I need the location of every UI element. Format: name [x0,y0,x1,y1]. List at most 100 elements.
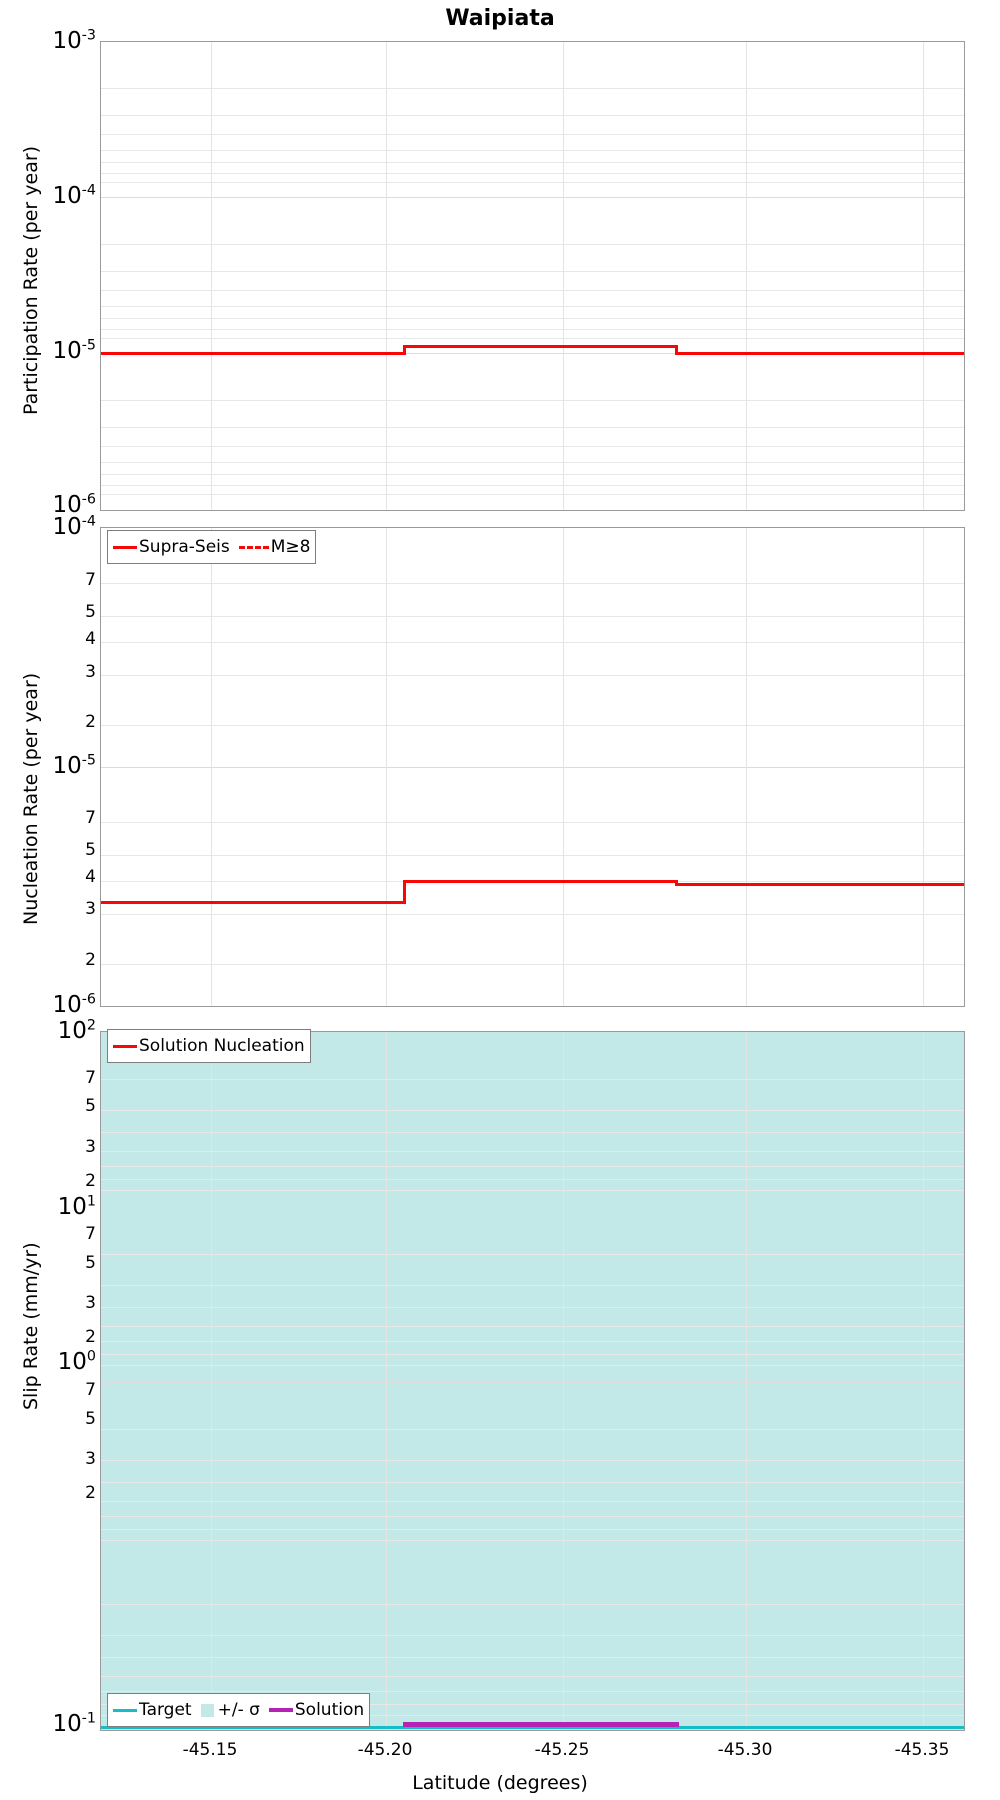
panel3-ytick-7a: 7 [85,1068,96,1088]
panel2-ytick-3b: 3 [85,899,96,919]
gridline [101,1079,964,1080]
panel2-legend: Solution Nucleation [107,1029,311,1063]
solid-line-icon [113,545,137,549]
gridline [101,642,964,643]
x-axis-label: Latitude (degrees) [412,1772,588,1794]
series-supra-seis-segment [675,352,964,355]
panel2-ytick-1e-4: 10-4 [52,513,97,540]
panel2-ytick-3a: 3 [85,662,96,682]
gridline [101,485,964,486]
panel2-ytick-4a: 4 [85,629,96,649]
gridline [101,400,964,401]
gridline-major [101,1207,964,1208]
legend-label: Solution Nucleation [139,1036,305,1056]
gridline [923,1032,924,1730]
panel2-ytick-1e-5: 10-5 [52,752,97,779]
panel3-ytick-1e-1: 10-1 [52,1710,97,1737]
gridline [101,494,964,495]
gridline [101,1657,964,1658]
gridline [101,427,964,428]
solid-line-icon [113,1708,137,1712]
series-solution-segment [403,1722,679,1727]
xtick-label: -45.20 [357,1740,413,1760]
gridline [101,338,964,339]
gridline [101,290,964,291]
gridline [923,528,924,1006]
series-supra-seis-riser [403,345,406,355]
panel3-ytick-1e0: 100 [57,1348,96,1375]
gridline [563,42,564,510]
figure-title: Waipiata [445,6,555,31]
panel3-ytick-2b: 2 [85,1327,96,1347]
gridline [746,1032,747,1730]
series-solution-nucleation-riser [403,880,406,904]
gridline [101,1604,964,1605]
gridline [101,1529,964,1530]
panel-nucleation-rate [100,527,965,1007]
panel3-ytick-2c: 2 [85,1483,96,1503]
xtick-label: -45.25 [534,1740,590,1760]
gridline [101,318,964,319]
legend-label: M≥8 [270,537,311,557]
gridline [101,306,964,307]
gridline [101,150,964,151]
panel-participation-rate [100,41,965,511]
series-target-segment [101,1726,964,1729]
gridline [101,1691,964,1692]
gridline [101,329,964,330]
gridline-major [101,353,964,354]
legend-label: +/- σ [217,1700,260,1720]
gridline-major [101,767,964,768]
xtick-label: -45.35 [894,1740,950,1760]
band-patch-icon [200,1703,214,1717]
panel2-ytick-7b: 7 [85,808,96,828]
series-supra-seis-segment [101,352,405,355]
gridline [101,1254,964,1255]
panel3-ytick-5a: 5 [85,1096,96,1116]
gridline [101,914,964,915]
series-solution-nucleation-riser [675,880,678,885]
legend-label: Solution [294,1700,365,1720]
gridline [101,1166,964,1167]
panel1-ytick-1e-3: 10-3 [52,27,97,54]
gridline [211,42,212,510]
panel2-ytick-5b: 5 [85,840,96,860]
gridline [101,822,964,823]
gridline [101,1190,964,1191]
panel2-ytick-1e-6: 10-6 [52,991,97,1018]
series-supra-seis-riser [675,345,678,355]
panel3-ytick-2a: 2 [85,1171,96,1191]
gridline [101,462,964,463]
gridline [563,1032,564,1730]
gridline-major [101,1382,964,1383]
panel2-ytick-2b: 2 [85,950,96,970]
gridline [101,134,964,135]
panel3-ytick-3b: 3 [85,1293,96,1313]
series-solution-nucleation-segment [403,880,677,883]
solid-line-icon [113,1044,137,1048]
gridline [563,528,564,1006]
gridline [923,42,924,510]
gridline [101,1482,964,1483]
panel3-ytick-7b: 7 [85,1224,96,1244]
gridline-major [101,1557,964,1558]
gridline [211,1032,212,1730]
gridline [101,616,964,617]
panel3-ytick-3c: 3 [85,1449,96,1469]
gridline [101,1151,964,1152]
panel3-ytick-3a: 3 [85,1137,96,1157]
gridline [101,675,964,676]
legend-entry-supra-seis: Supra-Seis [113,537,230,557]
legend-label: Supra-Seis [139,537,230,557]
gridline [101,583,964,584]
gridline [101,725,964,726]
panel3-ytick-1e1: 101 [57,1193,96,1220]
legend-entry-sigma: +/- σ [200,1700,260,1720]
gridline [101,1326,964,1327]
panel1-legend: Supra-Seis M≥8 [107,530,317,564]
gridline [386,42,387,510]
dashdot-line-icon [238,545,269,549]
panel1-ytick-1e-4: 10-4 [52,182,97,209]
gridline [101,474,964,475]
